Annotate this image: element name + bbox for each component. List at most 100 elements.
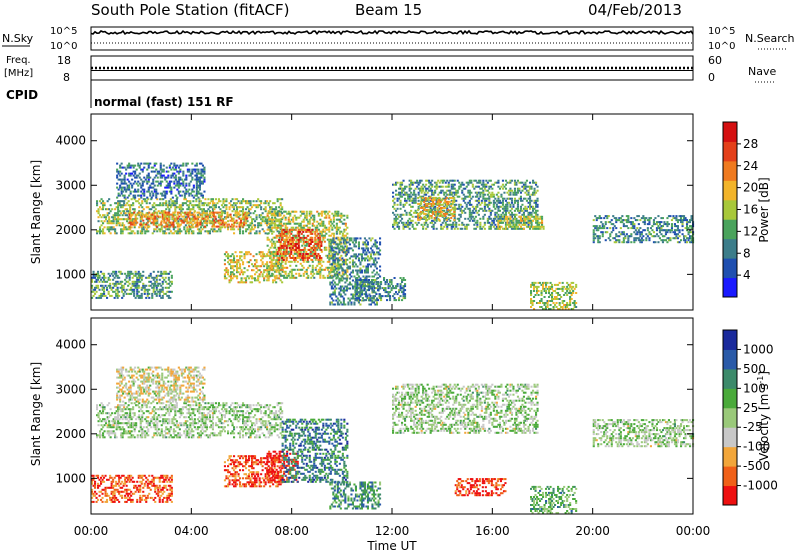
power-cell [332,255,335,258]
power-cell [225,269,228,272]
power-cell [97,220,100,223]
power-cell [353,243,356,246]
power-cell [180,206,183,209]
power-cell [482,189,485,192]
power-cell [494,211,497,214]
power-cell [600,221,603,224]
power-cell [507,217,510,220]
power-cell [109,282,112,285]
power-cell [276,198,279,201]
power-cell [301,212,304,215]
power-cell [417,202,420,205]
power-cell [108,218,111,221]
power-cell [309,236,312,239]
power-cell [280,248,283,251]
power-cell [374,273,377,276]
power-cell [319,212,322,215]
power-cell [519,227,522,230]
power-cell [278,236,281,239]
power-cell [169,206,172,209]
power-cell [156,204,159,207]
power-cell [201,210,204,213]
power-cell [519,207,522,210]
power-cell [298,224,301,227]
power-cell [338,291,341,294]
power-cell [314,253,317,255]
power-cell [170,221,173,224]
power-cell [464,201,467,204]
power-cell [246,211,249,214]
power-cell [535,205,538,208]
power-cell [302,260,305,263]
power-cell [217,206,220,209]
power-cell [168,228,171,231]
power-cell [178,211,181,214]
power-cell [357,241,360,244]
power-cell [129,208,132,211]
power-cell [263,202,266,205]
power-cell [334,268,337,271]
power-cell [368,237,371,240]
power-cell [246,251,249,254]
power-cell [474,209,477,212]
power-cell [513,215,516,218]
power-cell [167,213,170,216]
power-cell [277,224,280,227]
power-cell [359,263,362,266]
power-cell [444,206,447,209]
power-cell [266,200,269,203]
power-cell [357,243,360,246]
power-cell [283,276,286,279]
power-cell [269,226,272,229]
power-cell [488,185,491,188]
power-cell [255,259,258,262]
power-cell [530,193,533,196]
power-cell [152,223,155,226]
power-cell [341,303,344,306]
power-cell [142,270,145,273]
power-cell [192,208,195,211]
power-cell [465,181,468,184]
power-cell [530,223,533,226]
power-cell [118,294,121,297]
power-cell [561,300,564,302]
power-cell [357,259,360,262]
power-cell [198,216,201,219]
power-cell [100,202,103,205]
power-cell [335,283,338,286]
power-cell [223,277,226,280]
power-cell [271,252,274,255]
power-cell [165,232,168,235]
power-cell [124,226,127,229]
power-cell [422,187,425,190]
power-cell [495,225,498,228]
power-cell [148,202,151,205]
power-cell [313,254,316,257]
power-cell [375,301,378,304]
power-cell [598,215,601,218]
power-cell [128,278,131,281]
power-cell [424,198,427,201]
power-cell [144,232,147,235]
power-cell [498,219,501,222]
power-cell [151,221,154,224]
power-cell [366,255,369,258]
power-cell [356,269,359,272]
power-cell [148,276,151,279]
power-data [91,162,695,310]
power-cell [302,255,305,257]
power-cell [350,247,353,250]
power-cell [154,290,157,293]
power-cell [348,261,351,264]
power-cell [122,284,125,287]
power-cell [319,224,322,227]
power-cell [282,238,285,241]
power-cell [362,265,365,268]
power-cell [486,217,489,220]
power-cell [402,203,405,206]
power-cell [429,208,432,211]
power-cell [136,294,139,297]
power-cell [557,298,560,300]
power-cell [480,207,483,210]
power-cell [538,225,541,228]
